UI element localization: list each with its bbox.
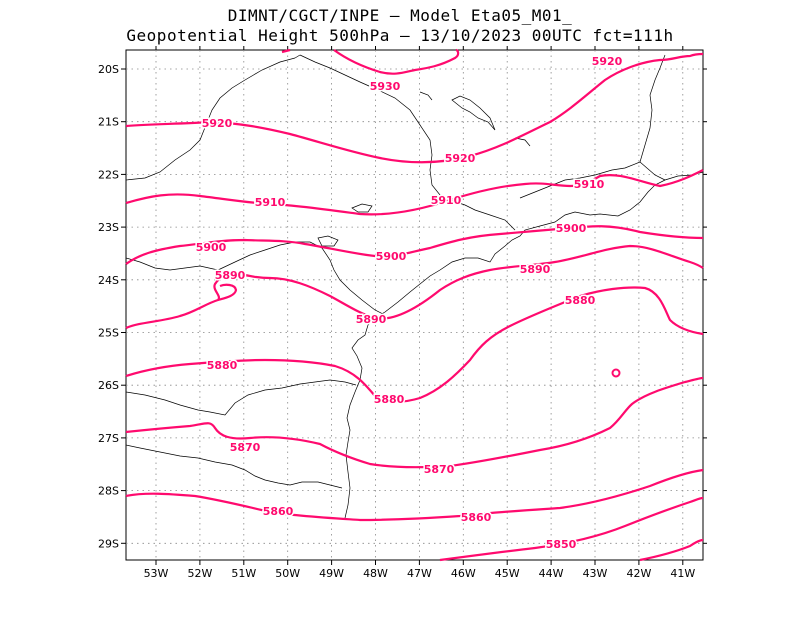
state-border-ms-pr: [125, 257, 219, 271]
lon-tick-label: 45W: [495, 567, 520, 580]
contour-label: 5870: [230, 441, 261, 454]
lat-tick-label: 24S: [98, 274, 119, 287]
border-fragment-north: [294, 54, 301, 59]
contour-label: 5920: [592, 55, 623, 68]
lakes: [317, 91, 531, 247]
lat-tick-label: 25S: [98, 327, 119, 340]
lat-tick-label: 23S: [98, 221, 119, 234]
contour-label: 5880: [374, 393, 405, 406]
coastline-borders: [125, 54, 704, 519]
contour-label: 5880: [207, 359, 238, 372]
contour-5890-a: [125, 244, 704, 330]
lon-tick-label: 42W: [626, 567, 651, 580]
lon-tick-label: 41W: [670, 567, 695, 580]
contour-label: 5850: [546, 538, 577, 551]
axis-ticks: 53W 52W 51W 50W 49W 48W 47W 46W 45W 44W 43W 42W 41W 2…: [98, 46, 707, 580]
contour-5840-a: [639, 538, 704, 562]
contour-label: 5900: [556, 222, 587, 235]
contour-5850-a: [439, 496, 704, 562]
lon-tick-label: 51W: [231, 567, 256, 580]
map-frame: [125, 49, 704, 561]
contour-label: 5910: [255, 196, 286, 209]
lon-tick-label: 50W: [275, 567, 300, 580]
contour-label: 5860: [263, 505, 294, 518]
contour-label: 5860: [461, 511, 492, 524]
lon-tick-label: 52W: [187, 567, 212, 580]
contour-labels: 5930 5920 5920 5920 5910 5910 5910 5900 …: [194, 54, 624, 553]
contour-label: 5900: [196, 241, 227, 254]
lat-tick-label: 26S: [98, 379, 119, 392]
lat-tick-label: 22S: [98, 168, 119, 181]
contour-5930: [333, 48, 460, 75]
contour-label: 5900: [376, 250, 407, 263]
closed-contour-marker: [611, 368, 621, 378]
lon-tick-label: 44W: [539, 567, 564, 580]
state-border-mg-sp: [299, 54, 516, 231]
contour-label: 5930: [370, 80, 401, 93]
state-border-mg-rj: [519, 161, 641, 199]
contour-label: 5890: [520, 263, 551, 276]
contour-label: 5890: [215, 269, 246, 282]
contour-5920-a: [125, 52, 704, 164]
state-border-sc-rs: [125, 444, 343, 489]
lat-tick-label: 20S: [98, 63, 119, 76]
lat-tick-label: 21S: [98, 116, 119, 129]
contour-label: 5880: [565, 294, 596, 307]
lon-tick-label: 47W: [407, 567, 432, 580]
lon-tick-label: 49W: [319, 567, 344, 580]
contour-label: 5910: [574, 178, 605, 191]
lon-tick-label: 48W: [363, 567, 388, 580]
contour-5860-a: [125, 468, 704, 522]
state-border-mg-es: [639, 54, 666, 163]
contour-label: 5870: [424, 463, 455, 476]
contour-5890-inner: [217, 283, 238, 302]
lat-tick-label: 27S: [98, 432, 119, 445]
lat-tick-label: 28S: [98, 485, 119, 498]
state-border-sc-pr: [125, 379, 357, 416]
lon-tick-label: 43W: [583, 567, 608, 580]
state-border-ms-sp: [125, 57, 296, 181]
contour-5900-a: [125, 225, 704, 265]
height-contours: [125, 48, 704, 562]
lat-tick-label: 29S: [98, 537, 119, 550]
map-title-line-2: Geopotential Height 500hPa – 13/10/2023 …: [126, 26, 674, 45]
contour-label: 5910: [431, 194, 462, 207]
contour-label: 5920: [445, 152, 476, 165]
contour-label: 5920: [202, 117, 233, 130]
coastline: [344, 171, 704, 519]
lon-tick-label: 46W: [451, 567, 476, 580]
map-title-line-1: DIMNT/CGCT/INPE – Model Eta05_M01_: [227, 6, 573, 25]
contour-5910-a: [125, 169, 704, 216]
state-border-es-rj: [639, 161, 666, 181]
contour-5880-a: [125, 286, 704, 403]
contour-5930-small: [281, 48, 291, 54]
contour-5870-a: [125, 376, 704, 469]
lon-tick-label: 53W: [144, 567, 169, 580]
contour-label: 5890: [356, 313, 387, 326]
